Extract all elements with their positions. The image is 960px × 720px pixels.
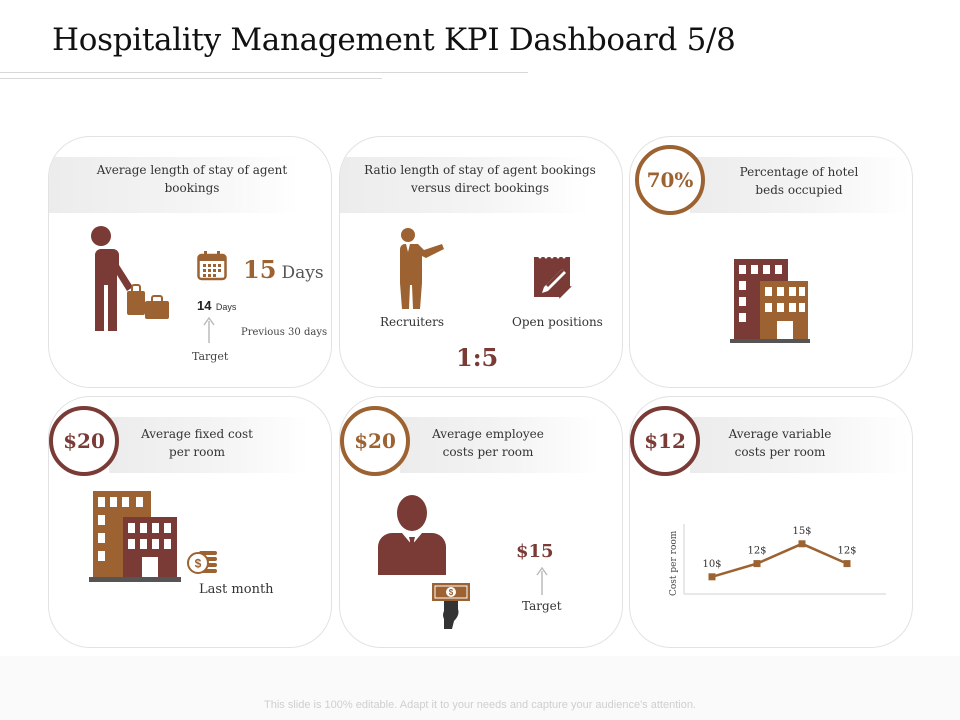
recruiter-icon <box>398 228 444 309</box>
card-heading: Percentage of hotel beds occupied <box>739 165 859 197</box>
open-positions-label: Open positions <box>512 315 603 329</box>
card-header-band <box>690 157 910 213</box>
chart-data-label: 12$ <box>837 546 856 557</box>
stay-period: Previous 30 days <box>241 327 328 338</box>
stay-value-number: 15 <box>243 255 277 284</box>
arrow-up-icon <box>536 566 548 595</box>
ratio-value: 1:5 <box>456 343 499 372</box>
card-variable-cost: Average variable costs per room <box>629 396 913 648</box>
chart-y-axis-label: Cost per room <box>669 530 679 596</box>
employee-target-value: $15 <box>516 541 554 562</box>
variable-cost-line-chart: Cost per room 10$ 12$ 15$ 12$ <box>669 524 886 596</box>
chart-point <box>708 573 716 581</box>
chart-point <box>843 560 851 568</box>
arrow-up-icon <box>203 316 215 343</box>
stay-value: 15 Days <box>243 255 324 284</box>
businessman-icon <box>378 495 446 575</box>
employee-target-label: Target <box>522 599 562 613</box>
card-header-band <box>690 417 910 473</box>
employee-cost-badge: $20 <box>340 406 410 476</box>
chart-data-label: 15$ <box>792 526 811 537</box>
chart-point <box>798 540 806 548</box>
cash-hand-icon: $ <box>432 583 470 629</box>
coins-icon: $ <box>187 551 217 574</box>
card-heading: Average variable costs per room <box>728 427 832 459</box>
variable-cost-badge: $12 <box>630 406 700 476</box>
card-header-band <box>49 157 299 213</box>
chart-data-label: 12$ <box>747 546 766 557</box>
page-title: Hospitality Management KPI Dashboard 5/8 <box>52 22 736 58</box>
title-divider <box>0 72 528 73</box>
occupancy-badge: 70% <box>635 145 705 215</box>
traveler-icon <box>89 226 169 331</box>
card-header-band <box>340 157 590 213</box>
footer-note: This slide is 100% editable. Adapt it to… <box>264 699 696 711</box>
notepad-pencil-icon <box>534 255 572 299</box>
card-agent-stay: Average length of stay of agent bookings… <box>48 136 332 388</box>
card-heading: Ratio length of stay of agent bookings v… <box>364 163 596 195</box>
last-month-label: Last month <box>199 582 274 597</box>
title-divider-secondary <box>0 78 382 79</box>
recruiters-label: Recruiters <box>380 315 444 329</box>
footer-band <box>0 656 960 720</box>
fixed-cost-badge: $20 <box>49 406 119 476</box>
stay-value-unit: Days <box>281 263 324 283</box>
chart-data-label: 10$ <box>702 559 721 570</box>
calendar-icon <box>197 251 227 281</box>
card-ratio: Ratio length of stay of agent bookings v… <box>339 136 623 388</box>
card-header-band <box>109 417 309 473</box>
stay-target-label: Target <box>192 350 229 363</box>
card-heading: Average employee costs per room <box>432 427 544 459</box>
hotel-building-icon <box>730 259 810 343</box>
chart-point <box>753 560 761 568</box>
svg-text:$: $ <box>449 588 454 597</box>
card-heading: Average fixed cost per room <box>141 427 253 459</box>
svg-text:$: $ <box>195 557 202 571</box>
card-heading: Average length of stay of agent bookings <box>96 163 288 195</box>
hotel-building-icon <box>89 491 181 582</box>
stay-target: 14 Days <box>197 297 236 315</box>
stay-target-unit: Days <box>215 302 237 312</box>
stay-target-number: 14 <box>197 298 212 313</box>
chart-series-line <box>711 542 848 578</box>
card-header-band <box>400 417 600 473</box>
